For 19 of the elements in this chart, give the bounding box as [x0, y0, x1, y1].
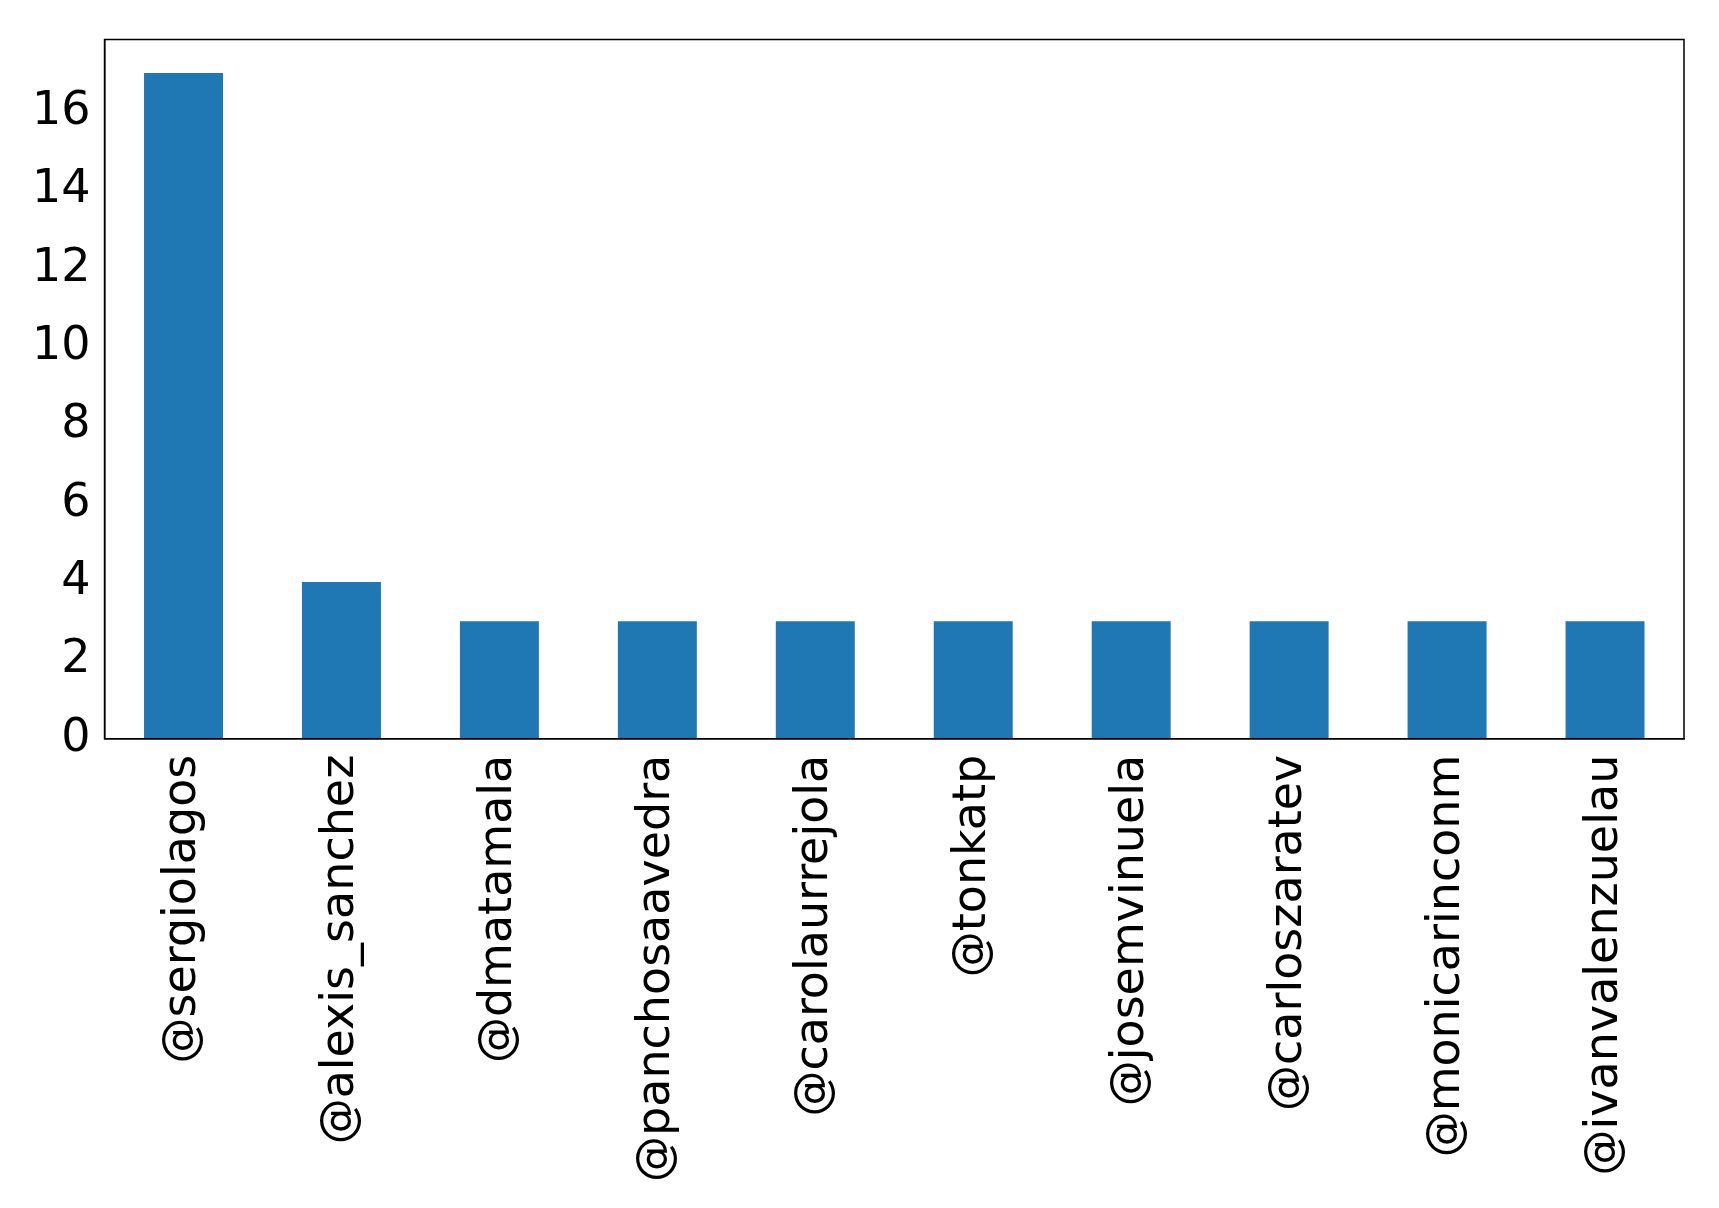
y-tick-label: 2: [61, 629, 91, 684]
y-tick-label: 14: [31, 159, 91, 214]
x-tick-label: @ivanvalenzuelau: [1573, 754, 1628, 1176]
x-tick-label: @monicarinconm: [1416, 754, 1471, 1158]
x-tick-label: @josemvinuela: [1100, 754, 1155, 1107]
x-tick-label: @carolaurrejola: [784, 754, 839, 1117]
y-tick-label: 16: [31, 81, 91, 136]
x-tick-label: @tonkatp: [942, 754, 997, 978]
y-tick-label: 0: [61, 707, 91, 762]
x-tick-label: @dmatamala: [468, 754, 523, 1064]
y-tick-label: 12: [31, 237, 91, 292]
x-tick-label: @carloszaratev: [1258, 754, 1313, 1111]
y-tick-label: 10: [31, 316, 91, 370]
y-tick-label: 4: [61, 550, 91, 605]
x-tick-label: @sergiolagos: [152, 754, 207, 1064]
y-tick-label: 6: [61, 472, 91, 527]
x-tick-label: @panchosaavedra: [626, 754, 681, 1182]
y-tick-label: 8: [61, 394, 91, 449]
x-tick-label: @alexis_sanchez: [310, 754, 365, 1145]
